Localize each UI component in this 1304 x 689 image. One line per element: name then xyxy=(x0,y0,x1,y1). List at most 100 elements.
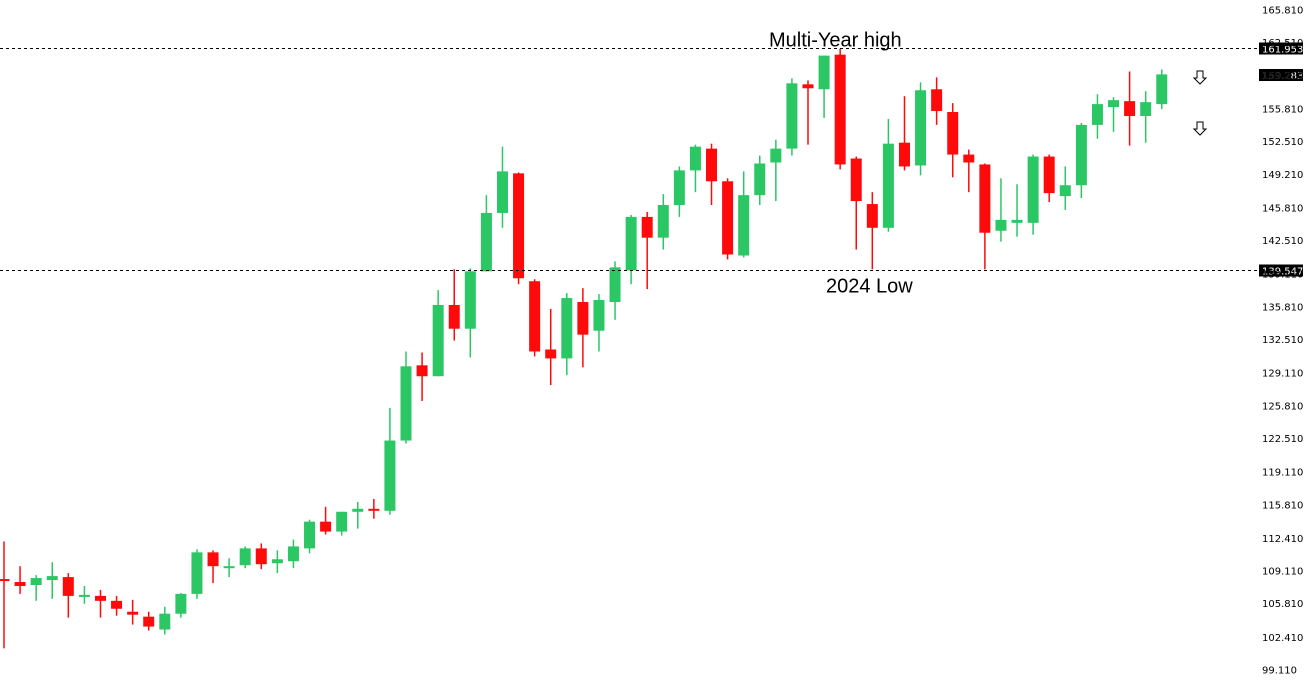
candle xyxy=(480,195,492,272)
candle xyxy=(915,82,927,176)
candle xyxy=(947,103,959,178)
svg-text:161.953: 161.953 xyxy=(1262,45,1303,56)
y-tick-label: 155.810 xyxy=(1262,104,1303,115)
candle xyxy=(850,156,862,250)
candle xyxy=(802,80,814,145)
candle xyxy=(545,308,557,386)
level-price-tag xyxy=(1259,264,1303,277)
candle xyxy=(111,595,123,616)
candle xyxy=(271,550,283,574)
candle xyxy=(1140,91,1152,143)
y-tick-label: 135.810 xyxy=(1262,302,1303,313)
candle xyxy=(834,48,846,170)
svg-text:139.547: 139.547 xyxy=(1262,267,1303,278)
y-axis: 165.810 162.510 159.210 155.810 152.510 149.2… xyxy=(1262,6,1303,677)
level-price-tag xyxy=(1259,42,1303,55)
candle xyxy=(0,541,10,649)
candles-group xyxy=(0,48,1168,649)
candle xyxy=(641,211,653,290)
svg-text:159.283: 159.283 xyxy=(1262,71,1303,82)
candle xyxy=(657,194,669,250)
y-tick-label: 119.110 xyxy=(1262,468,1303,479)
candle xyxy=(496,146,508,228)
candle xyxy=(432,290,444,377)
candle xyxy=(239,546,251,569)
candle xyxy=(1156,69,1168,110)
y-tick-label: 115.810 xyxy=(1262,500,1303,511)
candle xyxy=(979,163,991,270)
candle xyxy=(882,118,894,232)
candle xyxy=(625,214,637,285)
candle xyxy=(1108,97,1120,132)
y-tick-label: 129.110 xyxy=(1262,369,1303,380)
candle xyxy=(30,575,42,601)
candle xyxy=(78,585,90,604)
down-arrow-icon xyxy=(1192,70,1208,85)
candle xyxy=(400,351,412,444)
y-tick-label: 149.210 xyxy=(1262,170,1303,181)
candle xyxy=(1124,71,1136,146)
candle xyxy=(464,268,476,358)
price-levels-group: 161.953 Multi-Year high 139.547 2024 Low 159… xyxy=(0,30,1303,298)
candle xyxy=(689,144,701,193)
candle xyxy=(175,592,187,618)
y-tick-label: 105.810 xyxy=(1262,599,1303,610)
current-price-tag xyxy=(1259,69,1303,81)
candle xyxy=(898,96,910,171)
y-tick-label: 102.410 xyxy=(1262,633,1303,644)
candle xyxy=(143,611,155,631)
candle xyxy=(770,139,782,202)
candle xyxy=(304,519,316,554)
candle xyxy=(754,155,766,206)
candle xyxy=(609,261,621,320)
candle xyxy=(786,78,798,156)
annotation-multi-year-high: Multi-Year high xyxy=(769,30,902,52)
candle xyxy=(416,352,428,401)
arrow-markers xyxy=(1192,70,1208,136)
candle xyxy=(673,166,685,217)
candle xyxy=(1043,154,1055,203)
candle xyxy=(995,178,1007,242)
candle xyxy=(706,143,718,206)
candle xyxy=(62,573,74,618)
y-tick-label: 152.510 xyxy=(1262,137,1303,148)
y-tick-label: 109.110 xyxy=(1262,567,1303,578)
candle xyxy=(529,279,541,357)
y-tick-label: 112.410 xyxy=(1262,534,1303,545)
candle xyxy=(1027,154,1039,235)
candle xyxy=(577,288,589,368)
candle xyxy=(94,589,106,618)
candle xyxy=(963,149,975,193)
candle xyxy=(14,566,26,594)
candle xyxy=(46,562,58,599)
candle xyxy=(1011,184,1023,237)
y-tick-label: 159.210 xyxy=(1262,71,1303,82)
candle xyxy=(223,558,235,578)
annotation-2024-low: 2024 Low xyxy=(826,276,913,298)
y-tick-label: 122.510 xyxy=(1262,434,1303,445)
y-tick-label: 165.810 xyxy=(1262,6,1303,17)
candle xyxy=(593,294,605,352)
candle xyxy=(255,543,267,570)
candle xyxy=(931,77,943,125)
candle xyxy=(127,599,139,625)
y-tick-label: 139.110 xyxy=(1262,270,1303,281)
candle xyxy=(818,55,830,118)
candle xyxy=(207,550,219,584)
candle xyxy=(191,549,203,599)
y-tick-label: 132.510 xyxy=(1262,335,1303,346)
candle xyxy=(1075,122,1087,199)
candle xyxy=(1059,166,1071,210)
y-tick-label: 162.510 xyxy=(1262,38,1303,49)
y-tick-label: 99.110 xyxy=(1262,666,1297,677)
y-tick-label: 142.510 xyxy=(1262,236,1303,247)
candle xyxy=(738,171,750,258)
candle xyxy=(1091,94,1103,139)
candle xyxy=(722,178,734,260)
candle xyxy=(336,511,348,536)
candle xyxy=(352,501,364,529)
candle xyxy=(866,192,878,270)
candle xyxy=(159,606,171,635)
candle xyxy=(287,539,299,569)
